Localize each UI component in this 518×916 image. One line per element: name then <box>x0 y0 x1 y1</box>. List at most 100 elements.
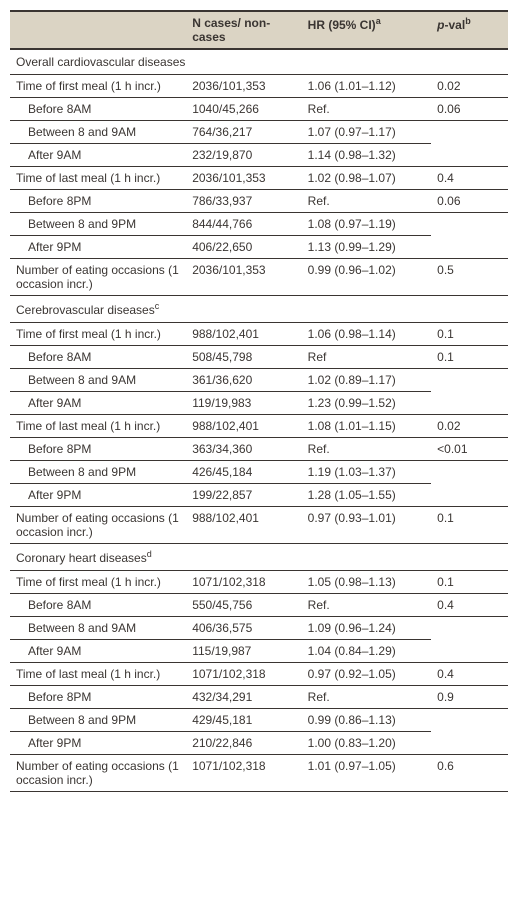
sub-row: After 9PM406/22,6501.13 (0.99–1.29) <box>10 236 508 259</box>
group-label: Number of eating occasions (1 occasion i… <box>10 755 186 792</box>
sub-ncases: 786/33,937 <box>186 190 301 213</box>
group-row: Number of eating occasions (1 occasion i… <box>10 755 508 792</box>
sub-ncases: 550/45,756 <box>186 594 301 617</box>
sub-ncases: 429/45,181 <box>186 709 301 732</box>
group-ncases: 1071/102,318 <box>186 571 301 594</box>
section-title-text: Overall cardiovascular diseases <box>16 55 185 69</box>
sub-ncases: 508/45,798 <box>186 346 301 369</box>
table-body: Overall cardiovascular diseases Time of f… <box>10 49 508 792</box>
group-row: Time of first meal (1 h incr.)988/102,40… <box>10 323 508 346</box>
sub-hr: 1.28 (1.05–1.55) <box>302 484 431 507</box>
group-pval: 0.6 <box>431 755 508 792</box>
sub-pval: 0.4 <box>431 594 508 617</box>
sub-hr: 1.19 (1.03–1.37) <box>302 461 431 484</box>
group-row: Time of last meal (1 h incr.)2036/101,35… <box>10 167 508 190</box>
sub-label: Between 8 and 9AM <box>10 617 186 640</box>
group-pval: 0.5 <box>431 259 508 296</box>
group-label: Time of last meal (1 h incr.) <box>10 167 186 190</box>
section-title-text: Coronary heart diseases <box>16 551 147 565</box>
sub-ncases: 426/45,184 <box>186 461 301 484</box>
sub-pval: 0.1 <box>431 346 508 369</box>
section-title: Coronary heart diseasesd <box>10 544 508 571</box>
group-pval: 0.1 <box>431 323 508 346</box>
results-table: N cases/ non-cases HR (95% CI)a p-valb O… <box>10 10 508 792</box>
sub-hr: Ref <box>302 346 431 369</box>
sub-hr: 1.08 (0.97–1.19) <box>302 213 431 236</box>
sub-row: Between 8 and 9PM844/44,7661.08 (0.97–1.… <box>10 213 508 236</box>
sub-ncases: 764/36,217 <box>186 121 301 144</box>
group-pval: 0.1 <box>431 507 508 544</box>
sub-ncases: 432/34,291 <box>186 686 301 709</box>
sub-label: Between 8 and 9PM <box>10 461 186 484</box>
sub-pval: <0.01 <box>431 438 508 461</box>
group-ncases: 2036/101,353 <box>186 167 301 190</box>
sub-hr: Ref. <box>302 98 431 121</box>
sub-pval <box>431 461 508 484</box>
header-hr: HR (95% CI)a <box>302 11 431 49</box>
sub-pval <box>431 732 508 755</box>
sub-hr: 1.09 (0.96–1.24) <box>302 617 431 640</box>
group-ncases: 1071/102,318 <box>186 663 301 686</box>
header-ncases: N cases/ non-cases <box>186 11 301 49</box>
sub-pval <box>431 709 508 732</box>
sub-label: Before 8PM <box>10 190 186 213</box>
section-title-text: Cerebrovascular diseases <box>16 303 155 317</box>
sub-pval <box>431 617 508 640</box>
section-title: Cerebrovascular diseasesc <box>10 296 508 323</box>
group-label: Time of last meal (1 h incr.) <box>10 663 186 686</box>
sub-row: Between 8 and 9AM764/36,2171.07 (0.97–1.… <box>10 121 508 144</box>
section-title-row: Coronary heart diseasesd <box>10 544 508 571</box>
group-label: Number of eating occasions (1 occasion i… <box>10 259 186 296</box>
sub-ncases: 1040/45,266 <box>186 98 301 121</box>
sub-ncases: 844/44,766 <box>186 213 301 236</box>
sub-row: Before 8AM550/45,756Ref.0.4 <box>10 594 508 617</box>
group-hr: 1.06 (0.98–1.14) <box>302 323 431 346</box>
group-hr: 1.01 (0.97–1.05) <box>302 755 431 792</box>
sub-pval <box>431 121 508 144</box>
group-row: Time of last meal (1 h incr.)988/102,401… <box>10 415 508 438</box>
header-pval-p: p <box>437 18 444 32</box>
group-label: Time of first meal (1 h incr.) <box>10 571 186 594</box>
sub-ncases: 199/22,857 <box>186 484 301 507</box>
sub-pval <box>431 640 508 663</box>
sub-label: Before 8PM <box>10 686 186 709</box>
sub-pval: 0.06 <box>431 98 508 121</box>
sub-hr: 1.07 (0.97–1.17) <box>302 121 431 144</box>
group-row: Time of last meal (1 h incr.)1071/102,31… <box>10 663 508 686</box>
sub-label: Before 8AM <box>10 346 186 369</box>
group-pval: 0.4 <box>431 663 508 686</box>
sub-row: Before 8PM786/33,937Ref.0.06 <box>10 190 508 213</box>
sub-label: Before 8PM <box>10 438 186 461</box>
group-ncases: 1071/102,318 <box>186 755 301 792</box>
sub-ncases: 119/19,983 <box>186 392 301 415</box>
sub-row: Between 8 and 9PM429/45,1810.99 (0.86–1.… <box>10 709 508 732</box>
sub-hr: 1.04 (0.84–1.29) <box>302 640 431 663</box>
sub-pval <box>431 236 508 259</box>
group-hr: 0.99 (0.96–1.02) <box>302 259 431 296</box>
sub-pval: 0.9 <box>431 686 508 709</box>
section-title-sup: d <box>147 549 152 559</box>
sub-hr: 1.13 (0.99–1.29) <box>302 236 431 259</box>
sub-row: Before 8PM432/34,291Ref.0.9 <box>10 686 508 709</box>
sub-pval <box>431 213 508 236</box>
group-row: Time of first meal (1 h incr.)1071/102,3… <box>10 571 508 594</box>
sub-row: Before 8PM363/34,360Ref.<0.01 <box>10 438 508 461</box>
sub-row: Before 8AM508/45,798Ref0.1 <box>10 346 508 369</box>
sub-ncases: 232/19,870 <box>186 144 301 167</box>
sub-row: After 9PM210/22,8461.00 (0.83–1.20) <box>10 732 508 755</box>
header-hr-sup: a <box>376 16 381 26</box>
sub-label: After 9AM <box>10 144 186 167</box>
group-label: Time of first meal (1 h incr.) <box>10 75 186 98</box>
header-hr-text: HR (95% CI) <box>308 18 376 32</box>
sub-pval <box>431 369 508 392</box>
group-label: Time of last meal (1 h incr.) <box>10 415 186 438</box>
group-pval: 0.02 <box>431 415 508 438</box>
header-row: N cases/ non-cases HR (95% CI)a p-valb <box>10 11 508 49</box>
sub-hr: 0.99 (0.86–1.13) <box>302 709 431 732</box>
group-hr: 0.97 (0.92–1.05) <box>302 663 431 686</box>
sub-row: After 9AM115/19,9871.04 (0.84–1.29) <box>10 640 508 663</box>
group-pval: 0.1 <box>431 571 508 594</box>
sub-ncases: 210/22,846 <box>186 732 301 755</box>
sub-label: Between 8 and 9AM <box>10 369 186 392</box>
sub-label: After 9PM <box>10 484 186 507</box>
